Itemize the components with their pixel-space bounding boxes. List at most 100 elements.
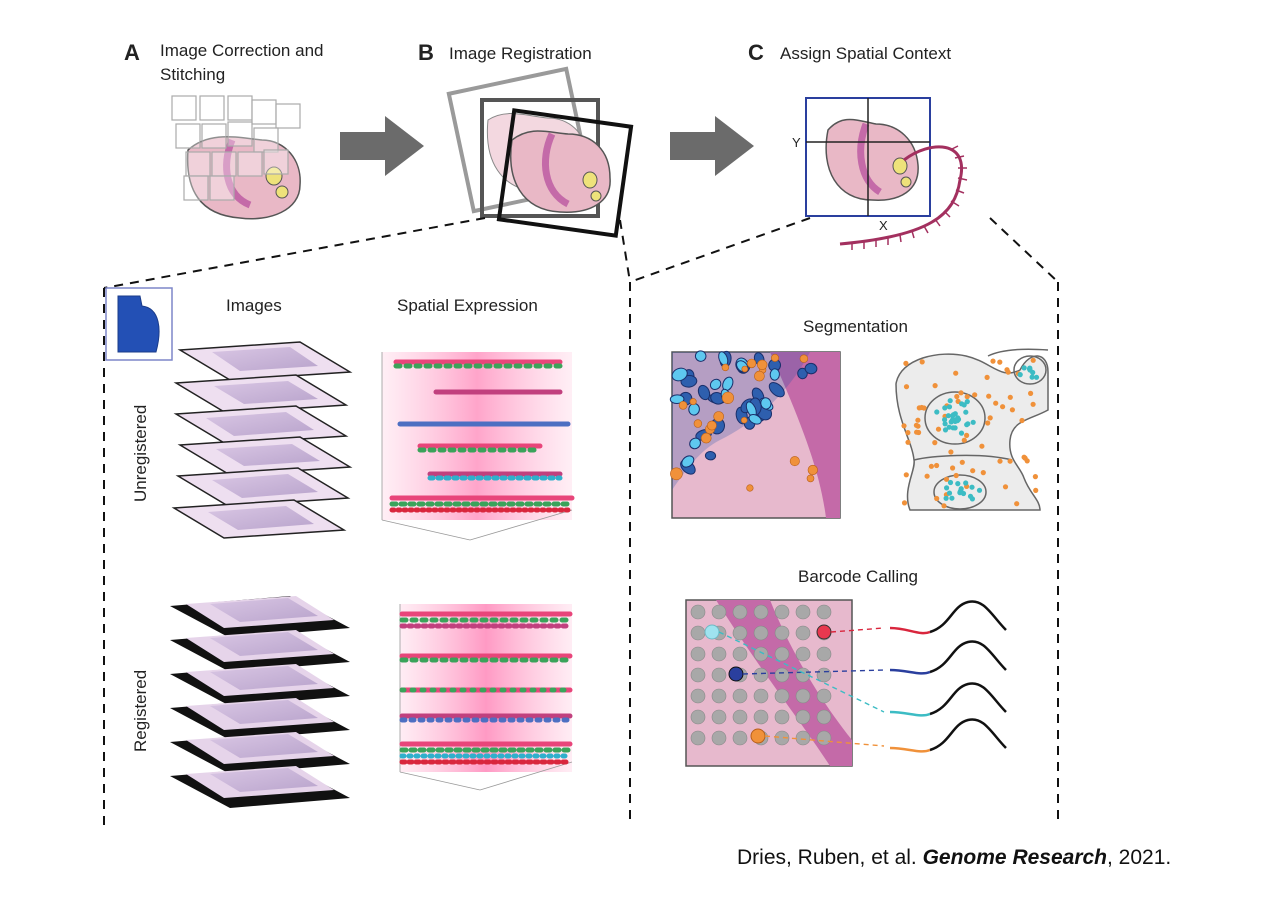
grid-spot <box>816 688 832 704</box>
grid-spot <box>732 625 748 641</box>
panel-c-title: Assign Spatial Context <box>780 44 951 63</box>
grid-spot <box>816 709 832 725</box>
transcript-dot-orange <box>953 370 959 376</box>
grid-spot <box>732 688 748 704</box>
transcript-dot-teal <box>969 496 976 502</box>
registered-image-stack <box>170 596 350 808</box>
grid-spot <box>753 646 769 662</box>
transcript-dot-orange <box>1000 404 1006 410</box>
transcript-dot-teal <box>946 424 952 430</box>
transcript-dot-teal <box>950 413 956 419</box>
transcript-dot-orange <box>950 465 956 471</box>
slide <box>170 630 350 672</box>
transcript-dot-orange <box>935 426 942 432</box>
transcript-dot-teal <box>947 398 953 404</box>
section-label-segmentation: Segmentation <box>803 317 908 336</box>
transcript-dot-orange <box>901 500 908 506</box>
grid-spot <box>690 667 706 683</box>
barcode-spot-blue <box>728 666 744 682</box>
transcript-dot-teal <box>1021 365 1027 371</box>
transcript-dot-orange <box>915 417 921 423</box>
cell-orange <box>721 391 735 404</box>
panel-a-letter: A <box>124 40 140 65</box>
cell-light <box>681 455 695 468</box>
transcript-dot-orange <box>954 393 960 400</box>
transcript-dot-orange <box>903 360 909 366</box>
grid-spot <box>753 604 769 620</box>
grid-spot <box>753 709 769 725</box>
transcript-dot-orange <box>1005 369 1011 375</box>
barcode-spot-orange <box>750 728 766 744</box>
cell-orange <box>770 353 779 362</box>
slide <box>177 341 353 381</box>
grid-spot <box>711 730 727 746</box>
transcript-dot-orange <box>990 358 996 364</box>
transcript-dot-teal <box>955 481 961 487</box>
grid-spot <box>690 646 706 662</box>
transcript-dot-orange <box>941 503 947 509</box>
zoom-guide-lines <box>103 217 1059 826</box>
barcode-grid <box>685 599 853 767</box>
cell-light <box>748 414 762 425</box>
transcript-dot-orange <box>948 449 954 455</box>
cell-orange <box>689 398 697 406</box>
cell-dark <box>697 384 711 401</box>
transcript-dot-teal <box>946 490 953 496</box>
transcript-dot-orange <box>997 359 1003 365</box>
transcript-dot-teal <box>1017 372 1023 378</box>
cell-orange <box>700 432 712 444</box>
transcript-dot-teal <box>964 399 970 405</box>
cell-light <box>694 350 707 362</box>
registration-illustration <box>446 66 634 238</box>
cell-orange <box>741 365 749 373</box>
slide <box>170 596 350 638</box>
transcript-dot-orange <box>1032 474 1038 480</box>
unregistered-image-stack <box>171 341 353 539</box>
grid-spot <box>690 730 706 746</box>
grid-spot <box>774 604 790 620</box>
citation-year: , 2021. <box>1107 846 1172 869</box>
slide <box>170 766 350 808</box>
slide <box>175 467 351 507</box>
arrow-b-to-c <box>670 116 754 176</box>
transcript-dot-teal <box>945 413 952 419</box>
cell-dark <box>704 450 717 461</box>
transcript-dot-orange <box>914 429 920 435</box>
cell-orange <box>807 464 818 476</box>
transcript-dot-teal <box>1029 374 1035 380</box>
transcript-dot-orange <box>903 472 909 478</box>
section-label-barcode-calling: Barcode Calling <box>798 567 918 586</box>
transcript-dots-teal <box>934 365 1040 502</box>
spot-layer <box>399 611 573 765</box>
cell-orange <box>806 474 815 483</box>
grid-spot <box>711 709 727 725</box>
cell-orange <box>721 363 730 372</box>
axis-y-label: Y <box>792 135 801 150</box>
grid-spot <box>795 625 811 641</box>
grid-spot <box>753 688 769 704</box>
transcript-dot-orange <box>1021 454 1027 460</box>
transcript-dot-teal <box>1030 369 1036 376</box>
transcript-dot-orange <box>1002 484 1009 490</box>
barcode-wave-orange <box>889 718 1007 753</box>
cell-orange <box>756 359 768 370</box>
transcript-dot-teal <box>952 425 958 431</box>
panel-c-letter: C <box>748 40 764 65</box>
transcript-dot-teal <box>934 409 940 415</box>
transcript-dot-orange <box>1007 458 1013 464</box>
transcript-dot-orange <box>1007 394 1013 400</box>
grid-spot <box>795 730 811 746</box>
row-label-registered: Registered <box>131 670 150 752</box>
spatial-expression-unregistered <box>381 352 575 541</box>
transcript-dot-teal <box>944 485 950 491</box>
spatial-expression-registered <box>399 604 573 791</box>
grid-spot <box>774 709 790 725</box>
transcript-dot-orange <box>913 422 920 428</box>
grid-spot <box>690 709 706 725</box>
cell-orange <box>740 416 748 424</box>
transcript-dot-orange <box>934 495 940 502</box>
transcript-dot-teal <box>946 404 953 410</box>
slide <box>170 664 350 706</box>
transcript-dot-orange <box>953 472 959 479</box>
transcript-dot-orange <box>1030 357 1036 363</box>
